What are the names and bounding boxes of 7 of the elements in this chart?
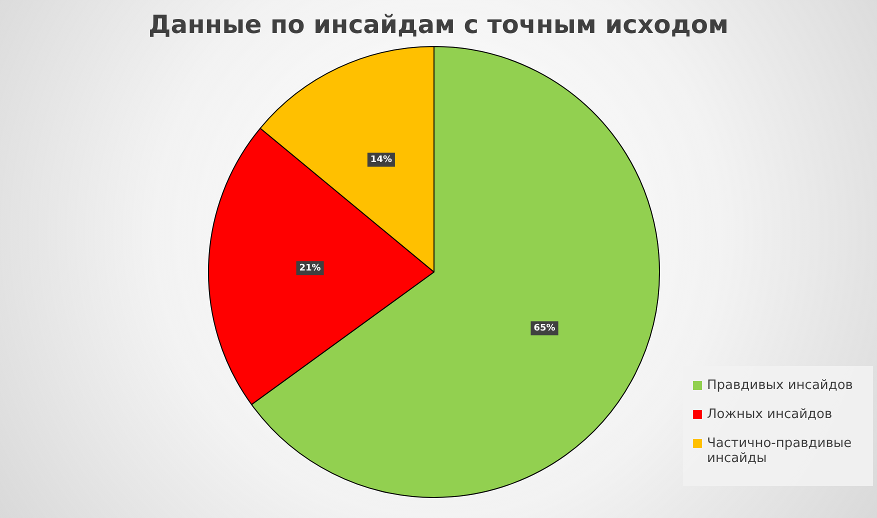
legend-label: Ложных инсайдов xyxy=(707,407,832,422)
legend-label: Частично-правдивые инсайды xyxy=(707,436,853,466)
data-label: 65% xyxy=(534,324,556,334)
data-label: 14% xyxy=(370,155,392,166)
data-label: 21% xyxy=(299,263,321,274)
slice-label: Правдивых инсайдов xyxy=(707,378,853,393)
chart-title: Данные по инсайдам с точным исходом xyxy=(147,10,730,39)
